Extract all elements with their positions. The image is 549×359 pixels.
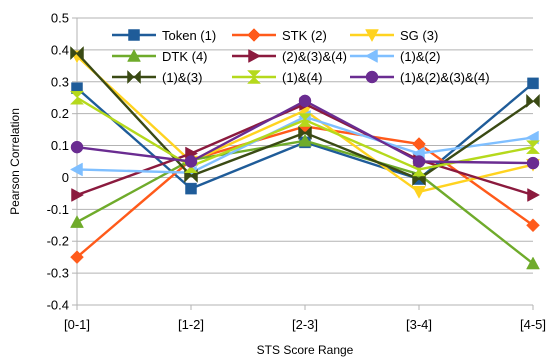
- data-point-marker: [298, 125, 312, 140]
- series-group: [69, 45, 541, 270]
- data-point-marker: [298, 133, 312, 147]
- legend-marker: [365, 29, 379, 43]
- legend-item: DTK (4): [112, 48, 208, 64]
- x-tick-label: [4-5]: [520, 317, 546, 332]
- axes: -0.4 -0.3 -0.2 -0.1 0 0.1 0.2 0.3 0.4 0.5 [0-1] [1-…: [47, 11, 546, 333]
- legend-item: (1)&(2)&(3)&(4): [350, 70, 490, 85]
- legend-marker: [247, 28, 261, 42]
- data-point-marker: [526, 256, 540, 270]
- y-tick-label: 0: [62, 170, 69, 185]
- data-point-marker: [70, 250, 84, 265]
- legend-label: (1)&(2)&(3)&(4): [400, 70, 490, 85]
- legend-marker: [364, 49, 378, 63]
- data-point-marker: [70, 45, 84, 61]
- legend-label: DTK (4): [162, 49, 208, 64]
- legend-item: SG (3): [350, 28, 438, 43]
- x-tick-label: [1-2]: [178, 317, 204, 332]
- legend-item: STK (2): [232, 28, 327, 43]
- y-tick-label: -0.1: [47, 202, 69, 217]
- y-axis-title: Pearson Correlation: [8, 108, 22, 215]
- legend-item: Token (1): [112, 28, 216, 43]
- legend-label: (2)&(3)&(4): [282, 49, 347, 64]
- x-tick-label: [2-3]: [292, 317, 318, 332]
- legend-label: (1)&(2): [400, 49, 440, 64]
- data-point-marker: [69, 162, 83, 177]
- legend-label: (1)&(3): [162, 70, 202, 85]
- y-tick-label: 0.1: [51, 138, 69, 153]
- y-tick-label: -0.4: [47, 298, 69, 313]
- data-point-marker: [185, 182, 197, 195]
- data-point-marker: [526, 218, 540, 233]
- legend-marker: [128, 29, 140, 41]
- y-tick-label: 0.3: [51, 74, 69, 89]
- legend-label: STK (2): [282, 28, 327, 43]
- y-tick-label: 0.4: [51, 42, 69, 57]
- data-point-marker: [525, 140, 541, 154]
- y-tick-label: -0.3: [47, 266, 69, 281]
- data-point-marker: [412, 186, 426, 199]
- data-point-marker: [184, 155, 198, 168]
- x-tick-label: [3-4]: [406, 317, 432, 332]
- x-axis-title: STS Score Range: [257, 343, 354, 357]
- legend-label: SG (3): [400, 28, 438, 43]
- legend-marker: [248, 49, 262, 63]
- legend-marker: [365, 70, 379, 84]
- legend-item: (1)&(3): [112, 69, 202, 85]
- data-point-marker: [526, 156, 540, 170]
- legend-marker: [127, 69, 141, 85]
- y-tick-label: -0.2: [47, 234, 69, 249]
- data-point-marker: [526, 93, 540, 109]
- data-point-marker: [527, 188, 541, 202]
- legend-marker: [127, 48, 141, 62]
- data-point-marker: [298, 94, 312, 108]
- legend-label: (1)&(4): [282, 70, 322, 85]
- x-tick-label: [0-1]: [64, 317, 90, 332]
- y-tick-label: 0.5: [51, 11, 69, 26]
- legend-item: (1)&(2): [350, 49, 440, 64]
- legend-item: (2)&(3)&(4): [232, 49, 347, 64]
- y-tick-label: 0.2: [51, 106, 69, 121]
- series-line: [76, 139, 534, 265]
- data-point-marker: [412, 155, 426, 168]
- legend-label: Token (1): [162, 28, 216, 43]
- data-point-marker: [527, 77, 539, 90]
- data-point-marker: [71, 188, 85, 202]
- data-point-marker: [70, 140, 84, 154]
- legend: Token (1) STK (2) SG (3) DTK (4) (2)&(3)&(4)…: [112, 28, 490, 85]
- legend-item: (1)&(4): [232, 70, 322, 85]
- data-point-marker: [297, 113, 313, 127]
- legend-marker: [246, 70, 262, 84]
- data-point-marker: [69, 90, 85, 105]
- series-1-2-3-4: [70, 94, 540, 170]
- data-point-marker: [70, 215, 84, 228]
